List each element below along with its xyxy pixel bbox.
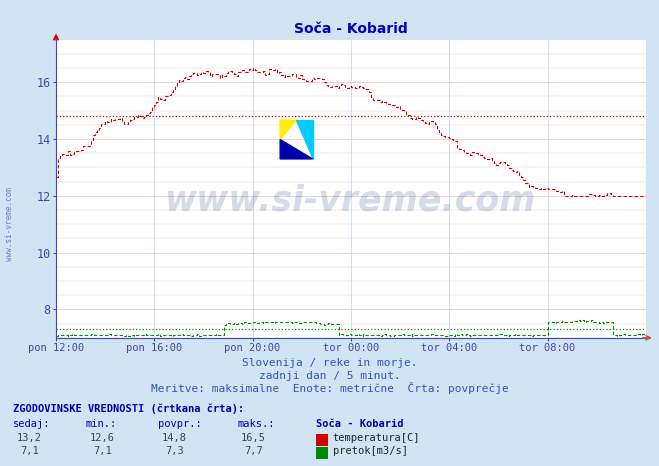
Text: 7,1: 7,1 bbox=[93, 446, 111, 456]
Text: Meritve: maksimalne  Enote: metrične  Črta: povprečje: Meritve: maksimalne Enote: metrične Črta… bbox=[151, 382, 508, 394]
Text: zadnji dan / 5 minut.: zadnji dan / 5 minut. bbox=[258, 371, 401, 381]
Text: 7,1: 7,1 bbox=[20, 446, 39, 456]
Text: Soča - Kobarid: Soča - Kobarid bbox=[316, 419, 404, 429]
Text: 12,6: 12,6 bbox=[90, 433, 115, 443]
Text: 7,3: 7,3 bbox=[165, 446, 184, 456]
Text: ZGODOVINSKE VREDNOSTI (črtkana črta):: ZGODOVINSKE VREDNOSTI (črtkana črta): bbox=[13, 404, 244, 414]
Text: Slovenija / reke in morje.: Slovenija / reke in morje. bbox=[242, 358, 417, 368]
Text: pretok[m3/s]: pretok[m3/s] bbox=[333, 446, 408, 456]
Title: Soča - Kobarid: Soča - Kobarid bbox=[294, 21, 408, 36]
Text: www.si-vreme.com: www.si-vreme.com bbox=[165, 184, 536, 218]
Text: 16,5: 16,5 bbox=[241, 433, 266, 443]
Text: povpr.:: povpr.: bbox=[158, 419, 202, 429]
Text: 7,7: 7,7 bbox=[244, 446, 263, 456]
Text: maks.:: maks.: bbox=[237, 419, 275, 429]
Text: sedaj:: sedaj: bbox=[13, 419, 51, 429]
Text: min.:: min.: bbox=[86, 419, 117, 429]
Text: temperatura[C]: temperatura[C] bbox=[333, 433, 420, 443]
Text: www.si-vreme.com: www.si-vreme.com bbox=[5, 187, 14, 260]
Text: 13,2: 13,2 bbox=[17, 433, 42, 443]
Text: 14,8: 14,8 bbox=[162, 433, 187, 443]
